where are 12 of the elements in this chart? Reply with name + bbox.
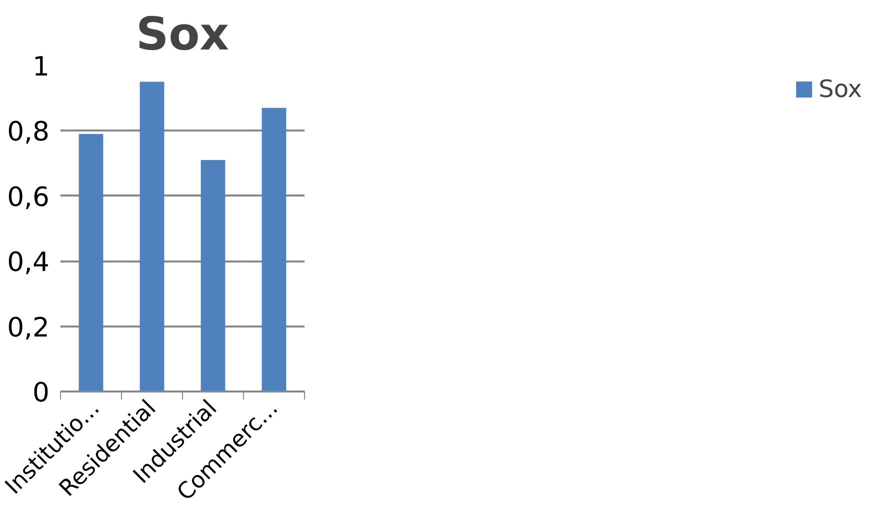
y-tick-label: 0,2 [7,312,50,344]
bar [200,160,226,392]
y-tick-label: 0 [32,378,50,408]
y-tick-label: 0,6 [7,182,50,213]
chart-title: Sox [136,8,230,60]
y-tick-label: 1 [32,52,50,82]
bar [262,108,286,392]
bar [140,82,164,392]
bar [78,134,104,392]
legend-label: Sox [818,75,862,103]
y-tick-label: 0,8 [7,116,50,148]
y-tick-label: 0,4 [7,247,50,278]
